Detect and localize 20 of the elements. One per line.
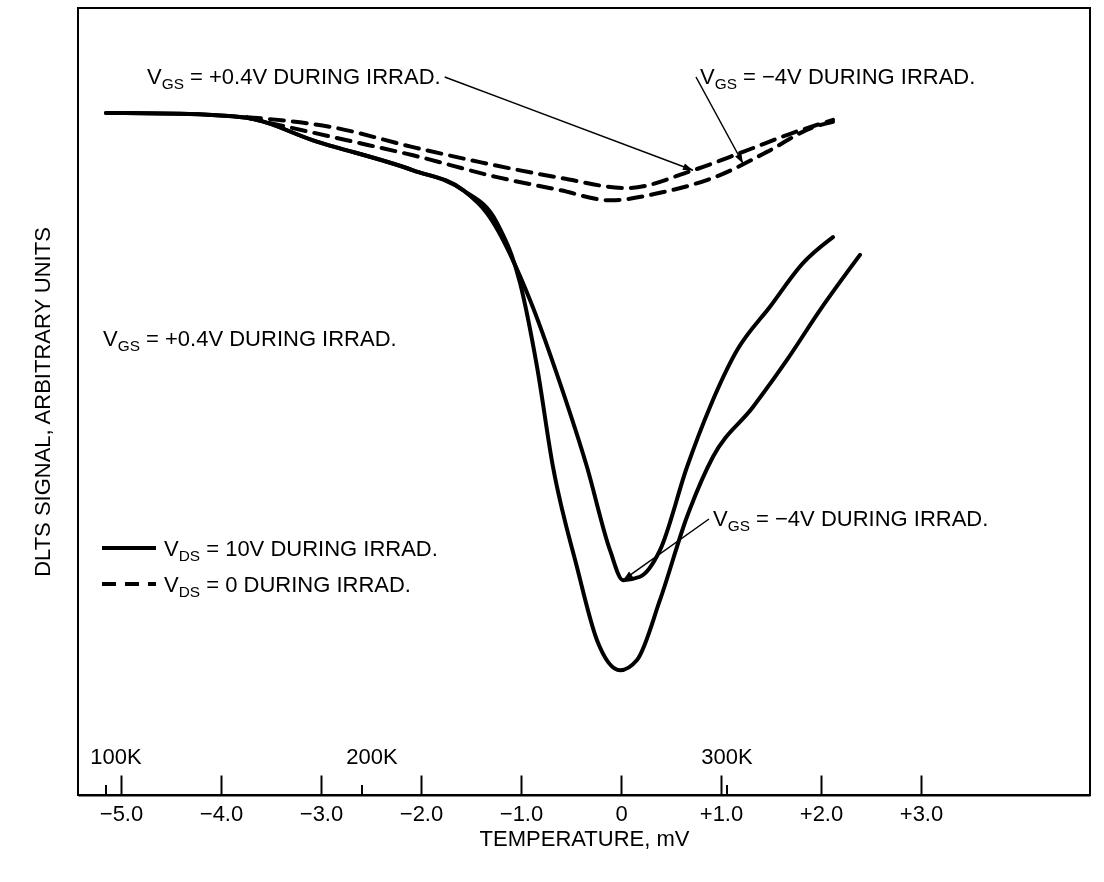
- annotation: 100K: [90, 744, 142, 769]
- annotation: V$_{GS}$ = +0.4V DURING IRRAD.: [103, 326, 397, 355]
- annotation: 200K: [346, 744, 398, 769]
- x-tick-label: −2.0: [399, 800, 444, 826]
- legend-label: V$_{DS}$ = 10V DURING IRRAD.: [164, 536, 438, 565]
- x-tick-label: −1.0: [499, 800, 544, 826]
- x-tick-label: +3.0: [899, 800, 944, 826]
- legend-label: V$_{DS}$ = 0 DURING IRRAD.: [164, 572, 411, 601]
- x-tick-label: −5.0: [99, 800, 144, 826]
- x-tick-label: −3.0: [299, 800, 344, 826]
- x-tick-label: −4.0: [199, 800, 244, 826]
- annotation: V$_{GS}$ = +0.4V DURING IRRAD.: [147, 64, 441, 93]
- x-axis-title: TEMPERATURE, mV: [479, 825, 690, 851]
- annotation: 300K: [701, 744, 753, 769]
- annotation: V$_{GS}$ = −4V DURING IRRAD.: [700, 64, 976, 93]
- x-tick-label: +1.0: [699, 800, 744, 826]
- x-tick-label: 0: [615, 800, 628, 826]
- y-axis-title: DLTS SIGNAL, ARBITRARY UNITS: [29, 227, 55, 577]
- x-tick-label: +2.0: [799, 800, 844, 826]
- annotation: V$_{GS}$ = −4V DURING IRRAD.: [713, 506, 989, 535]
